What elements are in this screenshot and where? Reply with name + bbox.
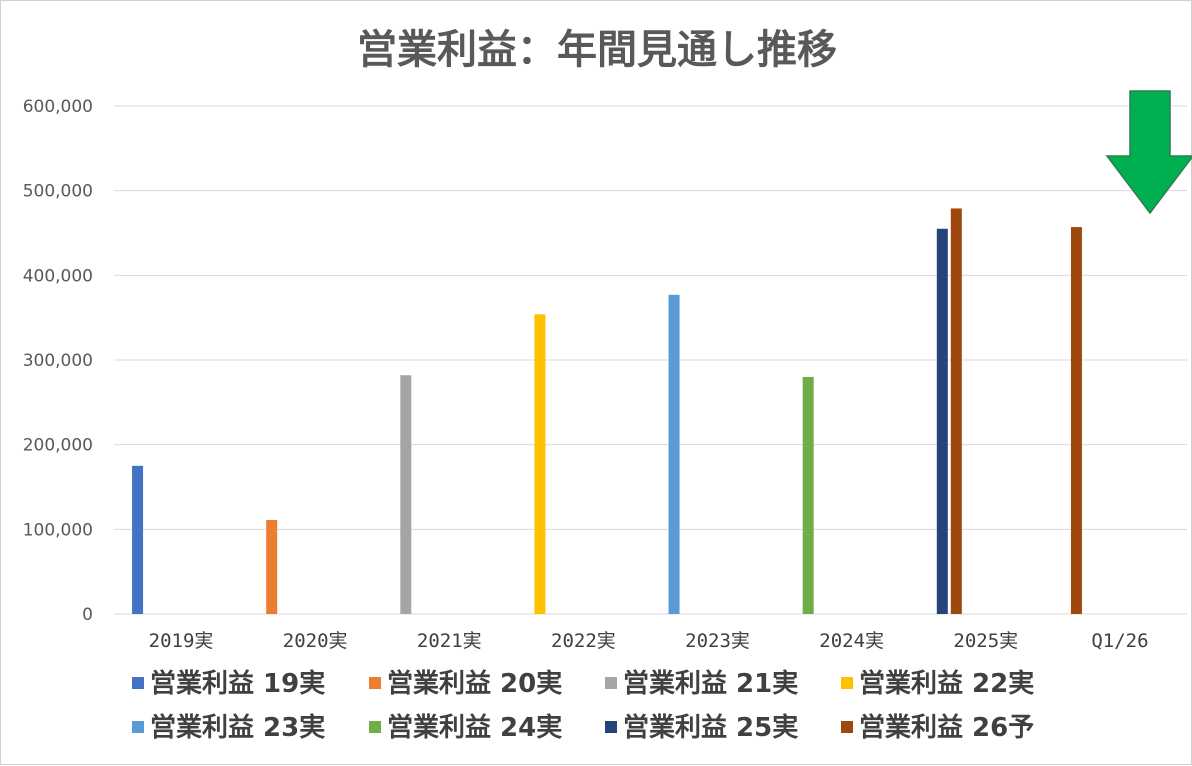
bar [1070,227,1082,614]
bar [132,465,144,614]
legend-swatch [605,721,617,733]
legend-label: 営業利益 25実 [623,712,798,743]
bar [400,375,412,614]
legend-label: 営業利益 23実 [150,712,325,743]
legend-swatch [132,721,144,733]
x-tick-label: 2023実 [685,630,750,652]
y-tick-label: 400,000 [23,266,93,286]
x-tick-label: 2022実 [551,630,616,652]
y-tick-label: 300,000 [23,351,93,371]
legend-label: 営業利益 21実 [623,668,798,699]
chart-title: 営業利益：年間見通し推移 [357,27,837,73]
bar [534,314,546,614]
y-axis: 0 100,000 200,000 300,000 400,000 500,000 600,… [23,97,93,625]
x-tick-label: 2019実 [149,630,214,652]
legend-label: 営業利益 26予 [859,713,1034,743]
legend-label: 営業利益 20実 [387,668,562,699]
bar [266,520,278,614]
x-tick-label: Q1/26 [1091,630,1148,652]
legend-label: 営業利益 24実 [387,712,562,743]
y-tick-label: 100,000 [23,520,93,540]
bars [132,208,1082,615]
legend-swatch [605,677,617,689]
gridlines [114,105,1187,615]
x-tick-label: 2021実 [417,630,482,652]
bar [950,208,962,615]
bar [936,228,948,614]
y-tick-label: 200,000 [23,436,93,456]
y-tick-label: 500,000 [23,182,93,202]
legend-swatch [132,677,144,689]
legend-swatch [841,677,853,689]
legend-label: 営業利益 22実 [859,668,1034,699]
y-tick-label: 0 [82,605,93,625]
down-arrow-icon [1105,90,1192,215]
bar [668,294,680,614]
x-tick-label: 2025実 [953,630,1018,652]
bar [802,376,814,614]
legend-swatch [841,721,853,733]
legend-swatch [369,677,381,689]
legend-swatch [369,721,381,733]
x-tick-label: 2020実 [283,630,348,652]
y-tick-label: 600,000 [23,97,93,117]
x-axis: 2019実 2020実 2021実 2022実 2023実 2024実 2025実 Q1/26 [149,630,1149,652]
legend-label: 営業利益 19実 [150,668,325,699]
x-tick-label: 2024実 [819,630,884,652]
